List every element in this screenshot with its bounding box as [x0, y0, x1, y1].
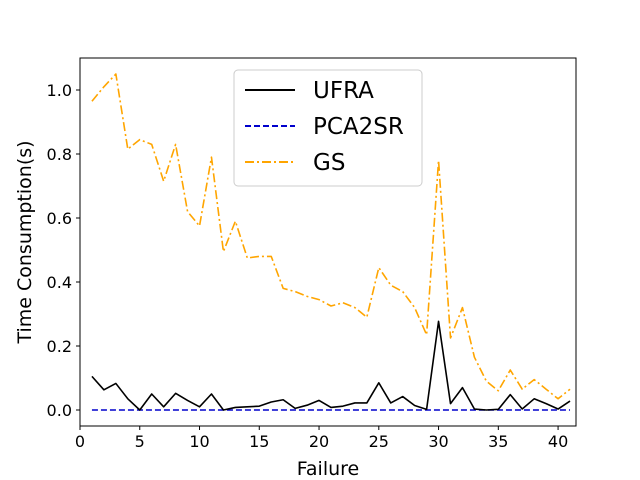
series-line-ufra: [91, 320, 571, 411]
x-tick-label: 5: [135, 432, 145, 451]
x-axis-label: Failure: [297, 458, 360, 480]
x-axis-ticks: 0 5 10 15 20 25 30 35 40: [75, 426, 568, 451]
y-axis-ticks: 0.0 0.2 0.4 0.6 0.8 1.0: [47, 81, 80, 420]
x-tick-label: 20: [309, 432, 329, 451]
plot-frame: [79, 57, 577, 427]
x-tick-label: 40: [548, 432, 568, 451]
y-tick-label: 0.4: [47, 273, 72, 292]
y-tick-label: 0.0: [47, 401, 72, 420]
y-tick-label: 0.2: [47, 337, 72, 356]
x-tick-label: 35: [488, 432, 508, 451]
x-tick-label: 30: [428, 432, 448, 451]
y-tick-label: 0.8: [47, 145, 72, 164]
legend-label-pca2sr: PCA2SR: [313, 114, 404, 140]
legend-frame: [233, 69, 423, 187]
series-layer: [91, 73, 571, 411]
x-tick-label: 0: [75, 432, 85, 451]
x-tick-label: 25: [369, 432, 389, 451]
x-tick-label: 15: [249, 432, 269, 451]
y-axis-label: Time Consumption(s): [14, 140, 36, 344]
x-tick-label: 10: [189, 432, 209, 451]
legend-label-ufra: UFRA: [313, 78, 374, 104]
legend-label-gs: GS: [313, 150, 345, 176]
y-tick-label: 1.0: [47, 81, 72, 100]
legend: UFRA PCA2SR GS: [233, 69, 423, 187]
y-tick-label: 0.6: [47, 209, 72, 228]
series-line-gs: [91, 73, 571, 400]
